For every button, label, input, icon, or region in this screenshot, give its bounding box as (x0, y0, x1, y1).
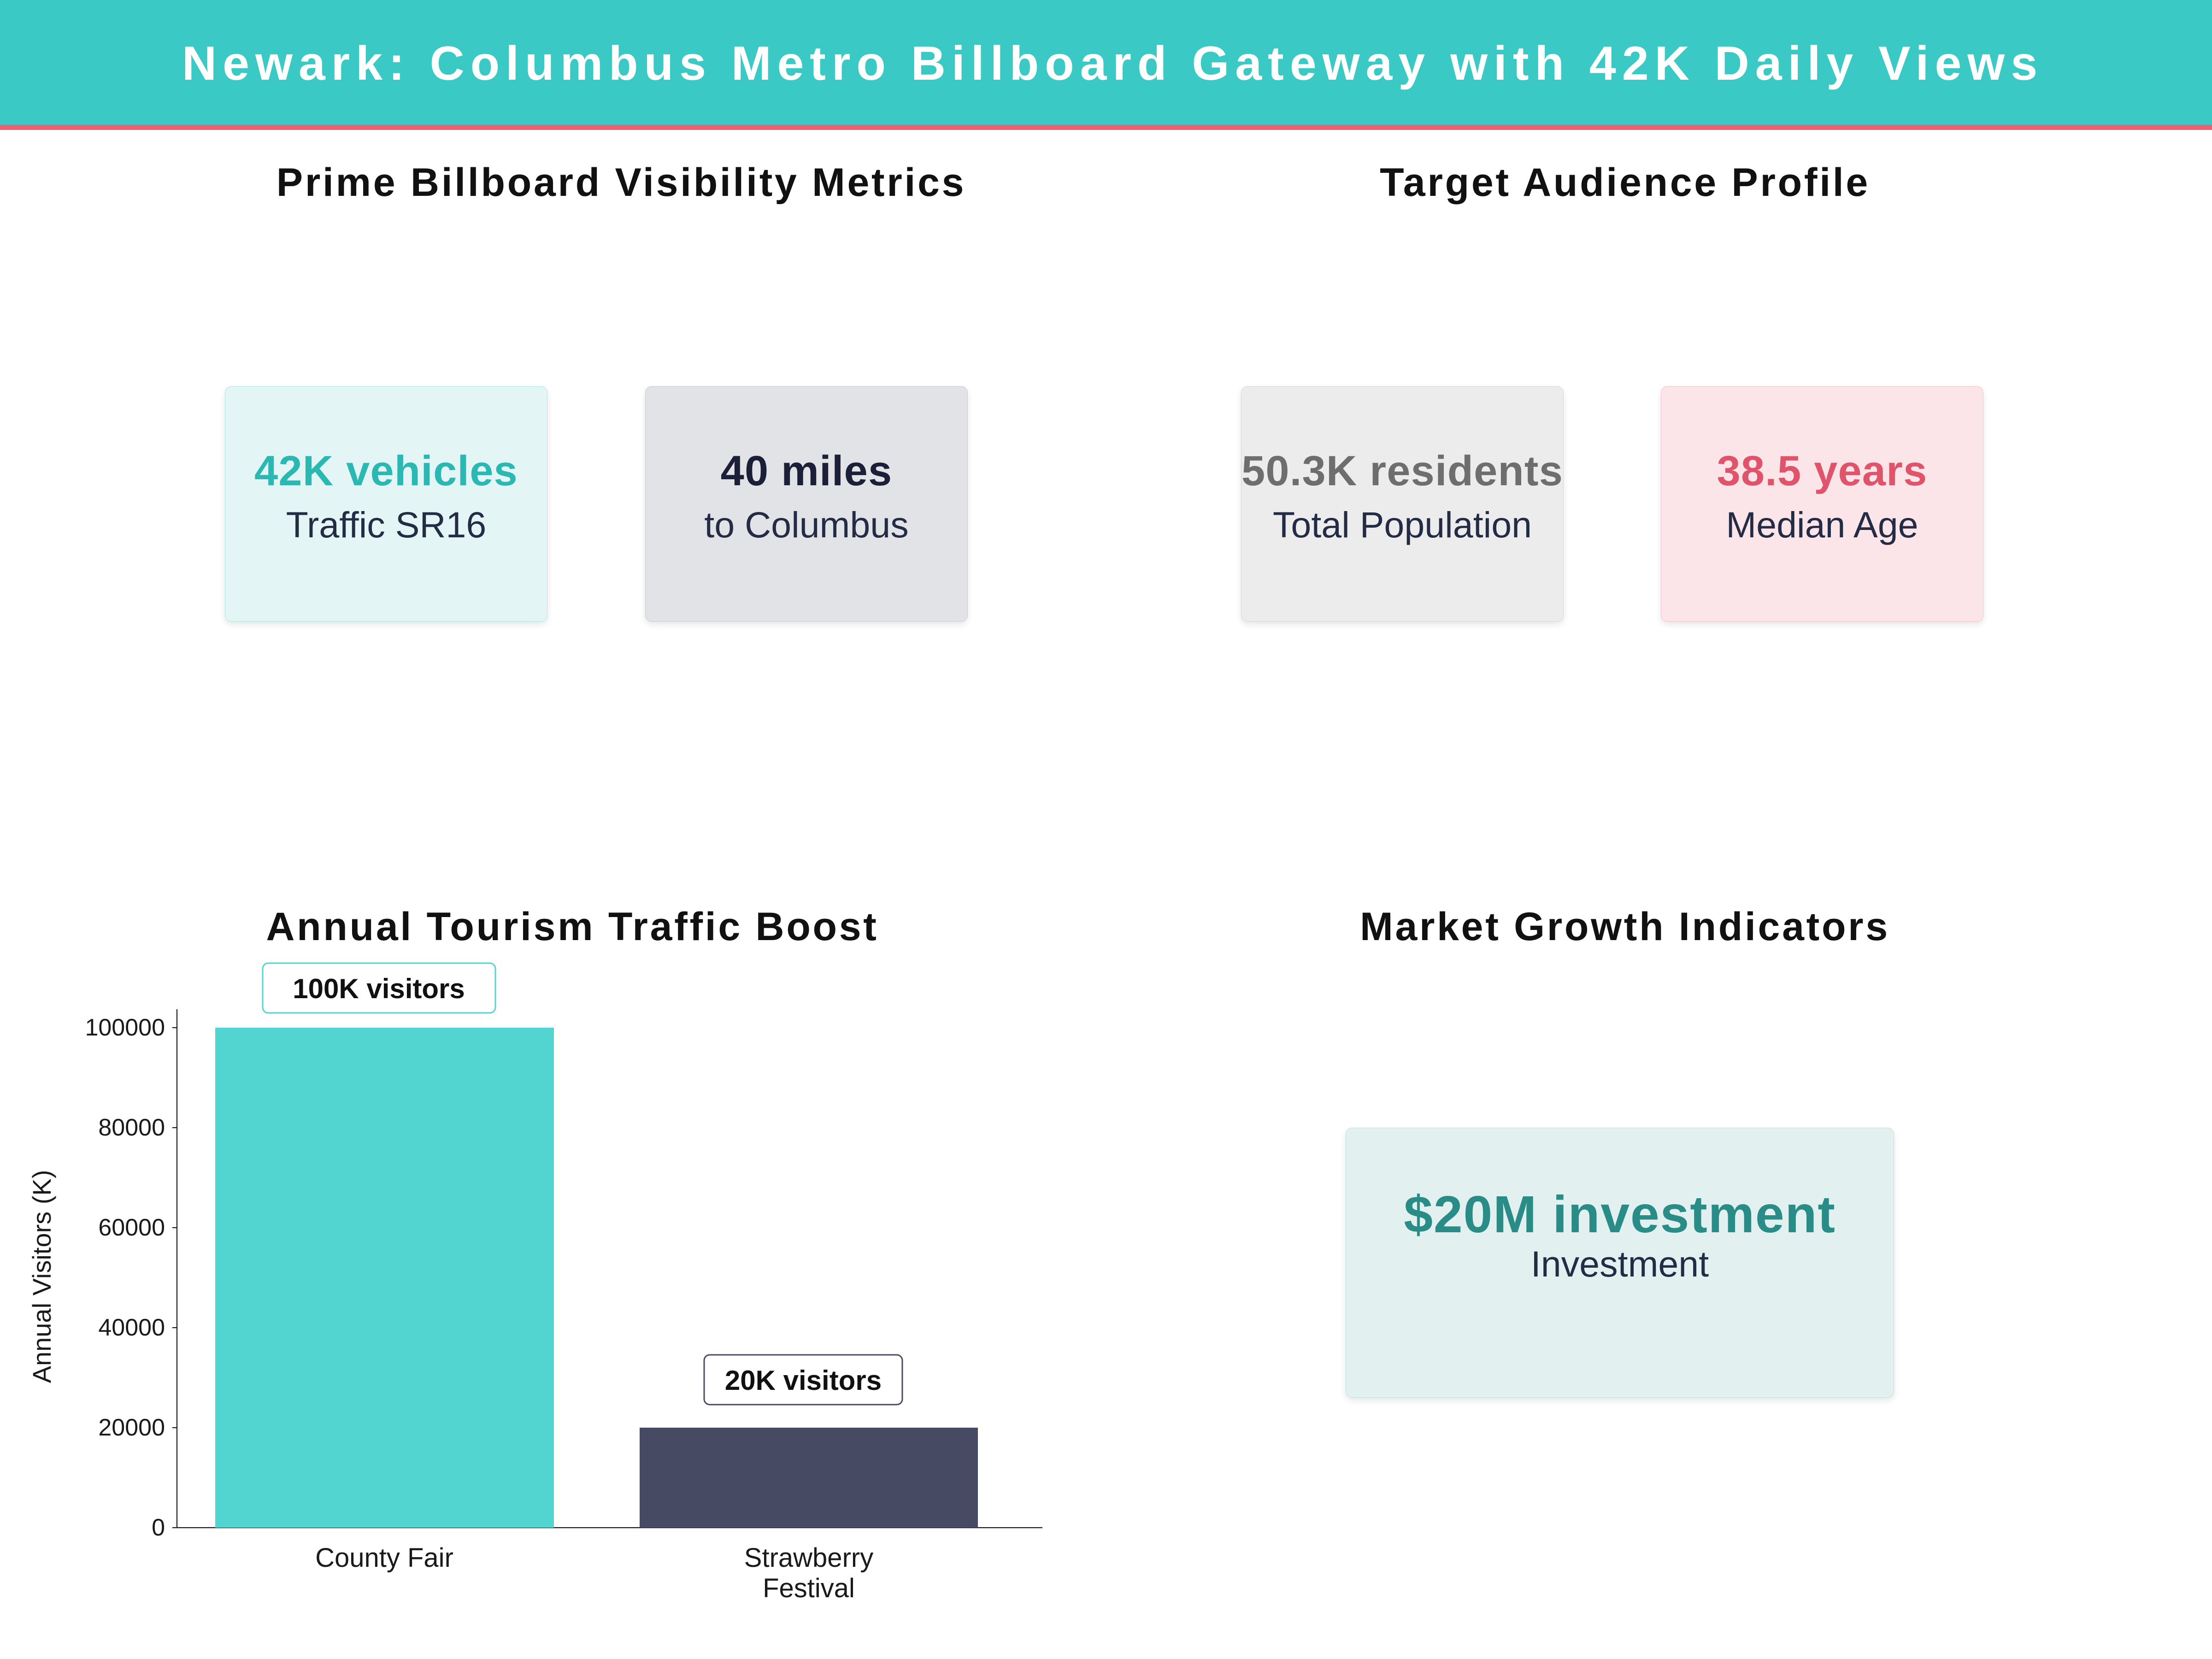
svg-text:0: 0 (152, 1514, 165, 1541)
svg-text:County Fair: County Fair (315, 1543, 453, 1573)
svg-text:20000: 20000 (98, 1414, 165, 1441)
svg-text:Strawberry: Strawberry (744, 1543, 873, 1573)
svg-text:100000: 100000 (85, 1014, 165, 1041)
svg-text:100K visitors: 100K visitors (293, 973, 465, 1004)
svg-text:80000: 80000 (98, 1114, 165, 1141)
svg-text:20K visitors: 20K visitors (725, 1365, 882, 1396)
svg-text:Festival: Festival (763, 1573, 855, 1603)
svg-text:60000: 60000 (98, 1214, 165, 1241)
svg-text:40000: 40000 (98, 1314, 165, 1341)
svg-text:Annual Visitors (K): Annual Visitors (K) (27, 1170, 56, 1383)
